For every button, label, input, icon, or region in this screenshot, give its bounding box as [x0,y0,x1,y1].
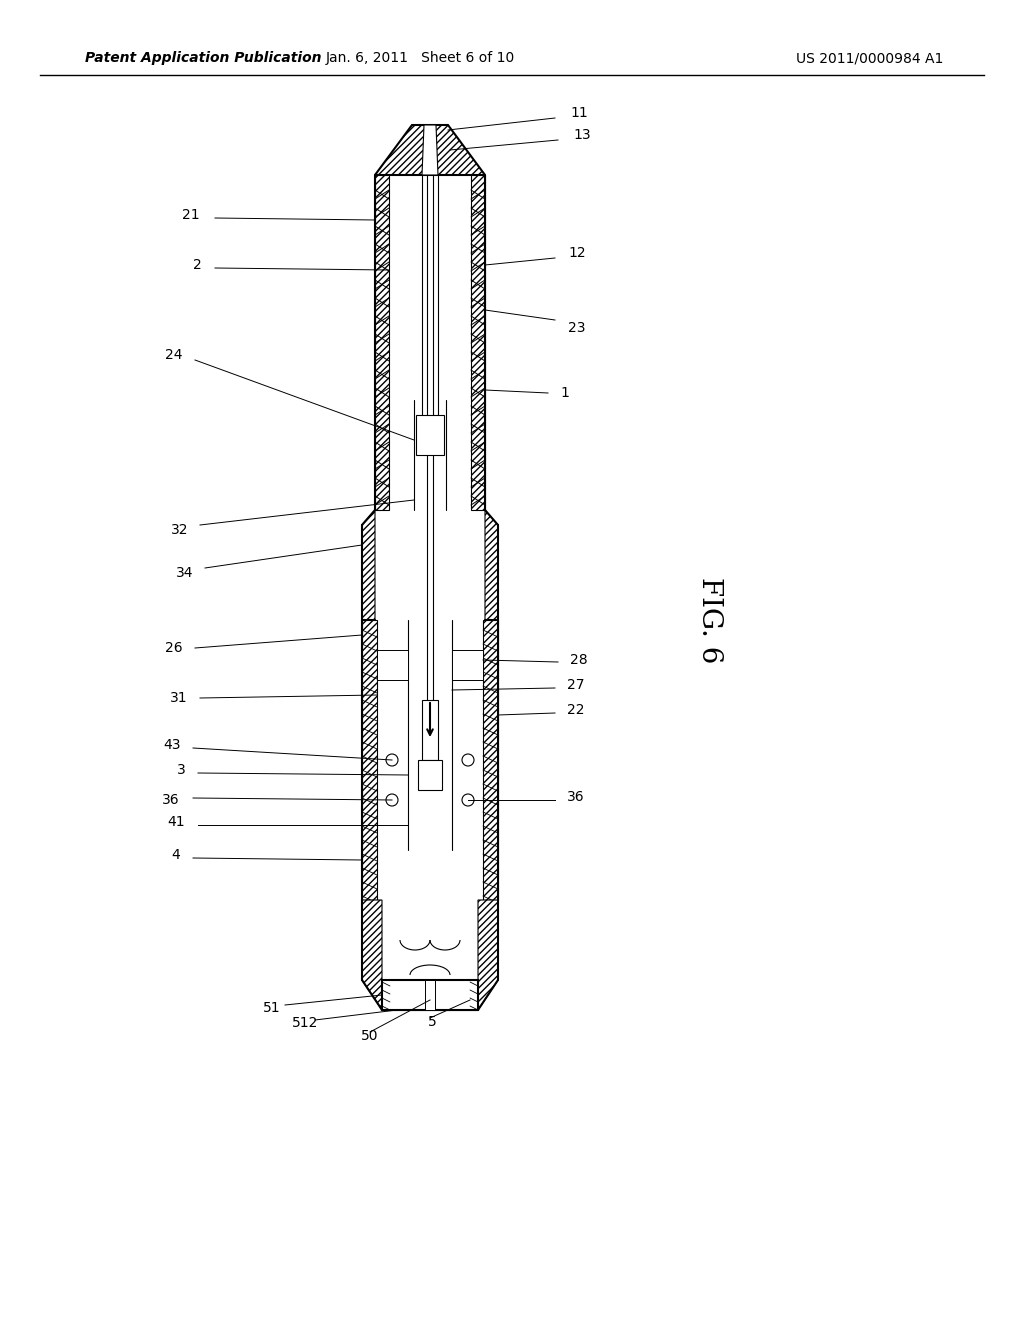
Polygon shape [485,510,498,620]
Polygon shape [377,649,408,680]
Text: 22: 22 [567,704,585,717]
Text: 13: 13 [573,128,591,143]
Polygon shape [362,510,375,620]
Polygon shape [422,125,438,176]
Polygon shape [418,760,442,789]
Text: 21: 21 [182,209,200,222]
Text: 1: 1 [560,385,569,400]
Polygon shape [478,900,498,1010]
Text: 26: 26 [165,642,183,655]
Text: 41: 41 [167,814,185,829]
Polygon shape [362,620,377,900]
Polygon shape [422,700,438,760]
Polygon shape [375,176,389,510]
Polygon shape [375,125,485,176]
Text: FIG. 6: FIG. 6 [696,577,724,663]
Text: 32: 32 [171,523,188,537]
Text: 50: 50 [361,1030,379,1043]
Text: 36: 36 [163,793,180,807]
Polygon shape [382,979,478,1010]
Text: 36: 36 [567,789,585,804]
Text: US 2011/0000984 A1: US 2011/0000984 A1 [797,51,944,65]
Polygon shape [362,900,382,1010]
Text: 23: 23 [568,321,586,335]
Polygon shape [425,979,435,1010]
Text: 43: 43 [164,738,181,752]
Text: Patent Application Publication: Patent Application Publication [85,51,322,65]
Polygon shape [471,176,485,510]
Text: 31: 31 [170,690,188,705]
Text: 4: 4 [171,847,180,862]
Text: 27: 27 [567,678,585,692]
Text: Jan. 6, 2011   Sheet 6 of 10: Jan. 6, 2011 Sheet 6 of 10 [326,51,515,65]
Text: 51: 51 [263,1001,281,1015]
Text: 34: 34 [175,566,193,579]
Text: 512: 512 [292,1016,318,1030]
Text: 11: 11 [570,106,588,120]
Text: 3: 3 [177,763,186,777]
Text: 2: 2 [194,257,202,272]
Text: 12: 12 [568,246,586,260]
Polygon shape [452,649,483,680]
Polygon shape [416,414,444,455]
Text: 28: 28 [570,653,588,667]
Text: 24: 24 [166,348,183,362]
Text: 5: 5 [428,1015,436,1030]
Polygon shape [483,620,498,900]
